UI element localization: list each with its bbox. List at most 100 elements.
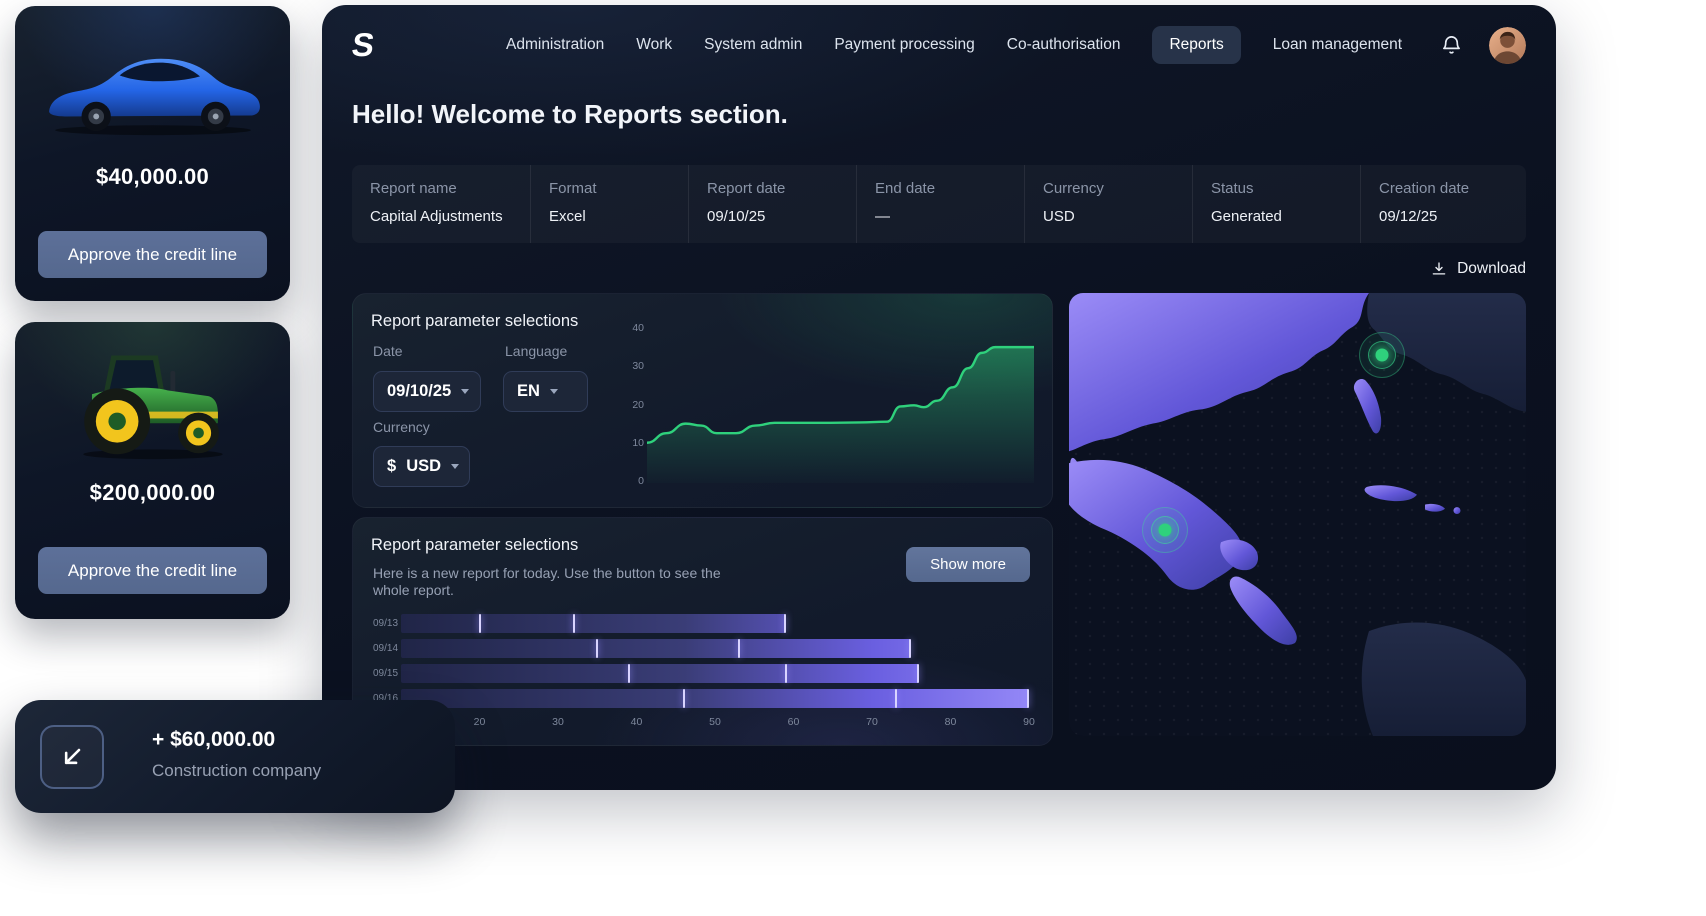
nav-item-administration[interactable]: Administration (506, 36, 605, 53)
nav-item-reports[interactable]: Reports (1152, 26, 1241, 64)
incoming-transfer-icon (40, 725, 104, 789)
bar-track (401, 639, 1032, 658)
line-chart: 0 10 20 30 40 (629, 318, 1034, 490)
x-tick: 20 (473, 716, 486, 728)
panel-description: Here is a new report for today. Use the … (373, 565, 721, 599)
bar-segment-divider (894, 689, 897, 708)
bar-chart-rows: 09/13 09/14 09/15 09/16 (373, 614, 1032, 714)
chevron-down-icon (451, 464, 460, 469)
bar-segment-divider (478, 614, 481, 633)
bar-segment-divider (737, 639, 740, 658)
currency-field-label: Currency (373, 419, 430, 435)
column-label: Status (1211, 180, 1254, 197)
column-value: Excel (549, 208, 586, 225)
credit-card-tractor: $200,000.00 Approve the credit line (15, 322, 290, 619)
bar-category-label: 09/14 (373, 643, 399, 654)
nav-item-payment-processing[interactable]: Payment processing (834, 36, 975, 53)
bar-segment-divider (784, 664, 787, 683)
credit-amount: $200,000.00 (89, 480, 216, 505)
bar-row-09-16: 09/16 (373, 689, 1032, 708)
x-tick: 30 (552, 716, 564, 728)
chevron-down-icon (549, 389, 558, 394)
panel-title: Report parameter selections (371, 536, 579, 554)
summary-col-status: Status Generated (1192, 165, 1360, 243)
date-select[interactable]: 09/10/25 (373, 371, 481, 412)
download-button[interactable]: Download (1430, 260, 1526, 278)
bar-category-label: 09/16 (373, 693, 399, 704)
approve-credit-button[interactable]: Approve the credit line (38, 231, 267, 278)
summary-col-creation-date: Creation date 09/12/25 (1360, 165, 1526, 243)
column-value: USD (1043, 208, 1075, 225)
y-tick: 0 (638, 475, 644, 487)
column-label: Creation date (1379, 180, 1470, 197)
nav-item-work[interactable]: Work (636, 36, 673, 53)
top-bar: S Administration Work System admin Payment … (322, 5, 1556, 85)
transaction-company: Construction company (152, 761, 322, 780)
bar (401, 639, 912, 658)
dashboard-panel: S Administration Work System admin Payment … (322, 5, 1556, 790)
nav-item-co-authorisation[interactable]: Co-authorisation (1006, 36, 1121, 53)
date-field-label: Date (373, 343, 403, 359)
nav-item-loan-management[interactable]: Loan management (1272, 36, 1403, 53)
x-tick: 50 (709, 716, 721, 728)
report-parameters-panel: Report parameter selections Date Languag… (352, 293, 1053, 508)
x-tick: 90 (1023, 716, 1035, 728)
bar-row-09-14: 09/14 (373, 639, 1032, 658)
column-label: End date (875, 180, 936, 197)
download-icon (1430, 260, 1448, 278)
bar (401, 664, 920, 683)
map-graphic (1069, 293, 1526, 736)
map-panel (1069, 293, 1526, 736)
report-summary-row: Report name Capital Adjustments Format Exce… (352, 165, 1526, 243)
user-avatar[interactable] (1489, 26, 1526, 64)
x-tick: 40 (630, 716, 643, 728)
bar-segment-divider (627, 664, 630, 683)
map-markers (1069, 293, 1526, 736)
y-tick: 40 (632, 322, 644, 334)
transaction-amount: + $60,000.00 (152, 728, 276, 751)
currency-symbol: $ (387, 457, 397, 475)
column-value: Capital Adjustments (370, 208, 503, 225)
x-tick: 60 (787, 716, 800, 728)
line-chart-yticks: 0 10 20 30 40 (629, 318, 644, 490)
y-tick: 20 (632, 398, 644, 411)
column-label: Format (549, 180, 597, 197)
y-tick: 10 (632, 436, 644, 449)
column-value: 09/12/25 (1379, 208, 1438, 225)
bar-segment-divider (572, 614, 575, 633)
show-more-button[interactable]: Show more (906, 547, 1030, 582)
blue-car-image (35, 42, 270, 145)
y-tick: 30 (632, 360, 644, 373)
bar-end-cap (909, 639, 912, 658)
language-field-label: Language (505, 343, 568, 359)
nav-item-system-admin[interactable]: System admin (704, 36, 803, 53)
x-tick: 70 (866, 716, 878, 728)
transaction-card: + $60,000.00 Construction company (15, 700, 455, 813)
date-value: 09/10/25 (387, 382, 452, 400)
panel-title: Report parameter selections (371, 312, 579, 330)
green-tractor-image (70, 338, 235, 467)
currency-select[interactable]: $ USD (373, 446, 470, 487)
column-value: 09/10/25 (707, 208, 766, 225)
download-label: Download (1457, 260, 1526, 277)
notifications-bell-icon[interactable] (1440, 34, 1463, 57)
summary-col-report-date: Report date 09/10/25 (688, 165, 856, 243)
bar-end-cap (917, 664, 920, 683)
bar-row-09-15: 09/15 (373, 664, 1032, 683)
language-select[interactable]: EN (503, 371, 588, 412)
summary-col-currency: Currency USD (1024, 165, 1192, 243)
approve-credit-button[interactable]: Approve the credit line (38, 547, 267, 594)
brand-logo: S (349, 26, 376, 63)
bar-category-label: 09/13 (373, 618, 399, 629)
bar-segment-divider (682, 689, 685, 708)
x-tick: 80 (944, 716, 957, 728)
page-title: Hello! Welcome to Reports section. (352, 99, 788, 129)
column-value: Generated (1211, 208, 1282, 225)
column-value: — (875, 208, 890, 225)
bar-end-cap (1027, 689, 1029, 708)
bar-end-cap (783, 614, 786, 633)
main-nav: Administration Work System admin Payment pr… (506, 26, 1402, 64)
bar-chart-xticks: 20 30 40 50 60 70 80 90 (401, 716, 1035, 730)
currency-value: USD (406, 457, 442, 475)
